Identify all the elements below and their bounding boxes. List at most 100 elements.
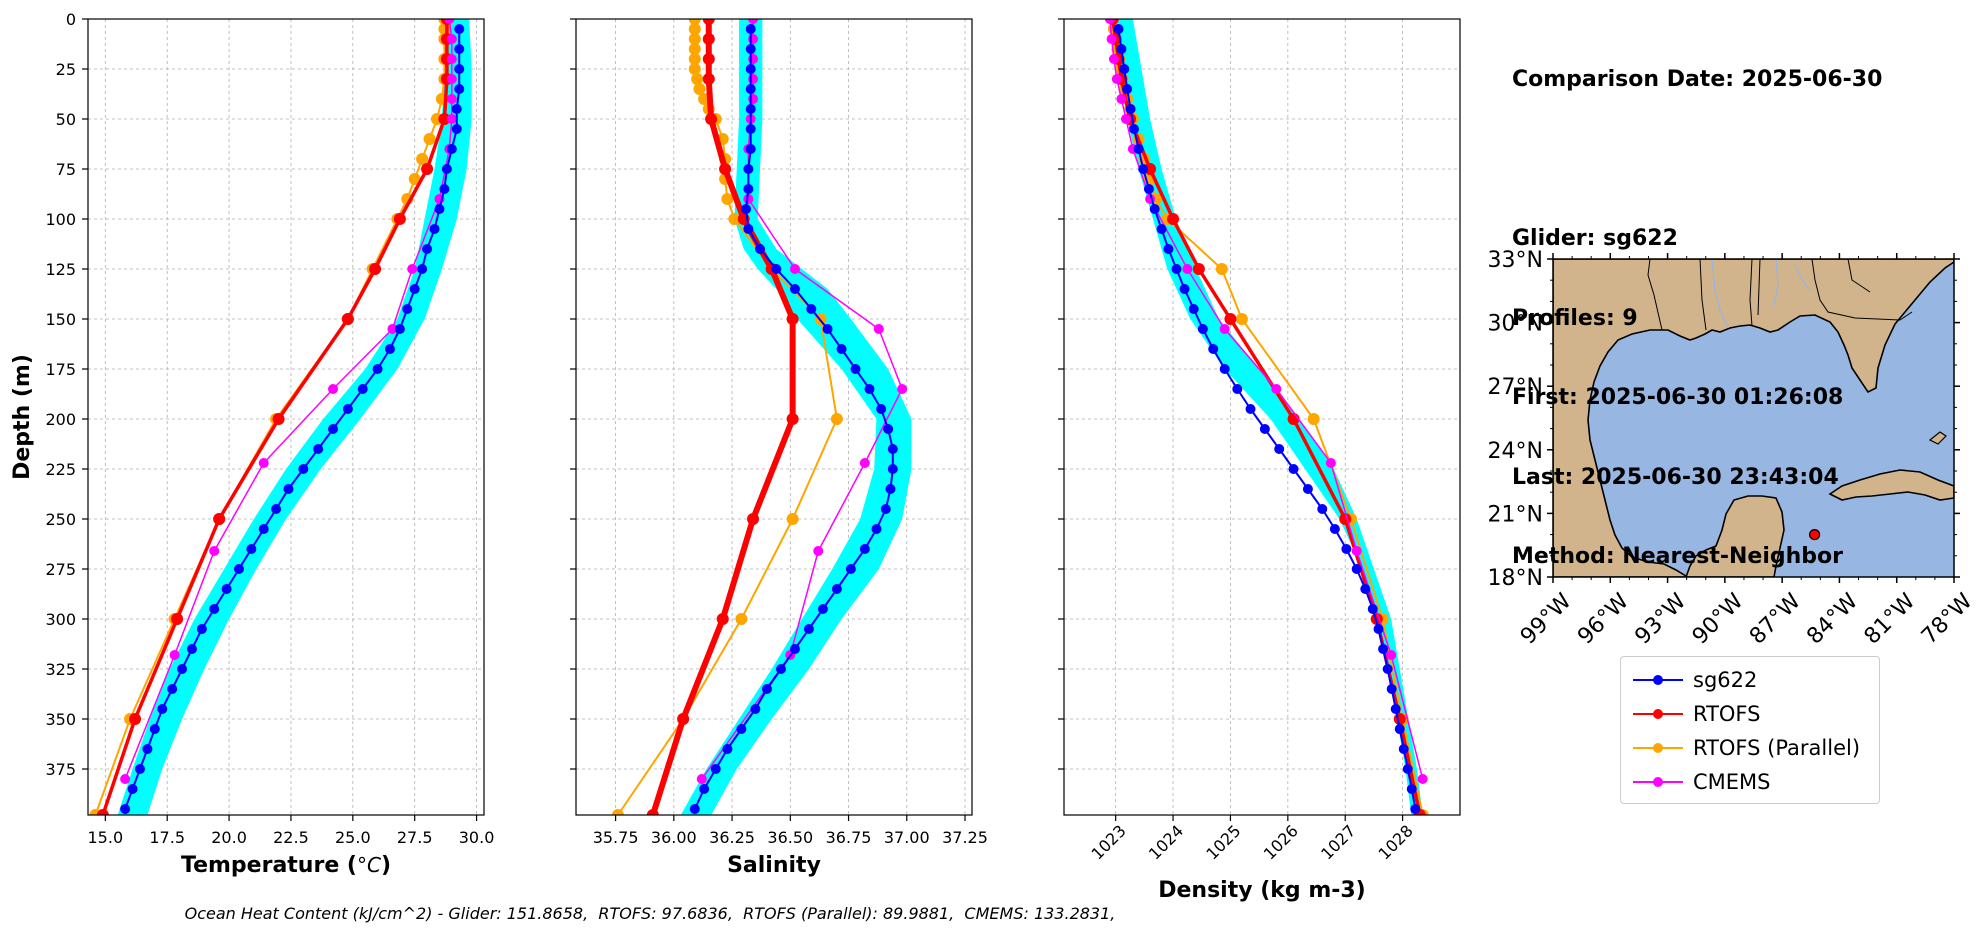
data-point [1341,544,1352,554]
data-point [859,544,870,554]
data-point [702,73,715,85]
data-point [747,513,760,525]
y-tick-label: 150 [45,310,76,329]
legend-item-rtofs-parallel: RTOFS (Parallel) [1631,733,1860,763]
ocean-heat-content-footer: Ocean Heat Content (kJ/cm^2) - Glider: 1… [184,904,1116,923]
data-point [743,194,754,204]
plot-frame [87,18,485,816]
data-point [845,564,856,574]
data-point [421,163,434,175]
data-point [710,764,721,774]
x-tick-label: 25.0 [335,828,371,847]
data-point [771,264,782,274]
data-point [745,84,756,94]
data-point [120,774,131,784]
lon-tick-label: 90°W [1688,589,1749,650]
data-point [1149,204,1160,214]
series-group [611,19,908,815]
y-tick-label: 50 [56,110,76,129]
data-point [688,43,701,55]
legend-label-cmems: CMEMS [1693,770,1771,794]
y-tick-label: 375 [45,760,76,779]
data-point [1197,324,1208,334]
data-point [831,584,842,594]
data-point [1410,804,1421,814]
data-point [1219,324,1230,334]
lon-tick-label: 81°W [1860,589,1921,650]
density-panel: 1023 1024 1025 1026 1027 1028 Density (kg m-3) [1058,18,1461,903]
lat-tick-label: 33°N [1488,248,1543,273]
data-point [1307,413,1320,425]
data-point [446,114,457,124]
data-point [341,313,354,325]
data-point [444,19,455,24]
data-point [271,504,282,514]
map-land-us-mexico [1553,259,1954,577]
data-point [394,324,405,334]
lon-tick-label: 96°W [1573,589,1634,650]
lat-tick-label: 27°N [1488,375,1543,400]
data-point [213,513,226,525]
series-line-rtofs [1111,19,1422,815]
data-point [1382,664,1393,674]
x-axis-label-suffix: ) [381,853,391,878]
data-point [342,404,353,414]
glider-position-marker [1809,528,1821,541]
y-tick-label: 225 [45,460,76,479]
data-point [408,173,421,185]
data-point [745,64,756,74]
data-point [1325,458,1336,468]
data-point [149,724,160,734]
data-point [702,19,715,25]
legend-swatch-sg622 [1633,675,1683,685]
map-land-cuba [1828,469,1954,501]
data-point [1398,744,1409,754]
data-point [446,54,457,64]
data-point [209,604,220,614]
data-point [1188,304,1199,314]
plot-frame [575,18,973,816]
data-point [446,34,457,44]
data-point [721,193,734,205]
data-point [1393,713,1406,725]
glider-profile-envelope [1109,19,1423,815]
data-point [313,444,324,454]
plot-frame [1063,18,1461,816]
x-tick-label: 17.5 [149,828,185,847]
data-point [1138,164,1149,174]
data-point [745,44,756,54]
data-point [688,23,701,35]
data-point [1215,263,1228,275]
x-tick-label: 1027 [1317,821,1359,863]
map-state-borders [1647,259,1913,331]
data-point [736,724,747,734]
data-point [722,744,733,754]
data-point [688,63,701,75]
data-point [446,74,457,84]
map-land-bahamas [1928,431,1947,445]
data-point [1111,74,1122,84]
data-point [1163,244,1174,254]
data-point [741,204,752,214]
data-point [688,33,701,45]
data-point [1390,704,1401,714]
data-point [96,809,109,815]
legend-swatch-rtofs-parallel [1633,743,1683,753]
data-point [803,624,814,634]
legend-swatch-rtofs [1633,709,1683,719]
data-point [786,513,799,525]
interpolation-method: Method: Nearest-Neighbor [1512,544,1843,569]
data-point [745,24,756,34]
profile-count: Profiles: 9 [1512,305,1638,331]
data-point [134,764,145,774]
data-point [1360,584,1371,594]
data-point [1143,184,1154,194]
data-point [813,546,824,556]
data-point [719,163,732,175]
y-tick-label: 275 [45,560,76,579]
data-point [1224,313,1237,325]
data-point [728,213,741,225]
lon-tick-label: 99°W [1516,589,1577,650]
x-tick-label: 1026 [1260,821,1302,863]
data-point [372,364,383,374]
